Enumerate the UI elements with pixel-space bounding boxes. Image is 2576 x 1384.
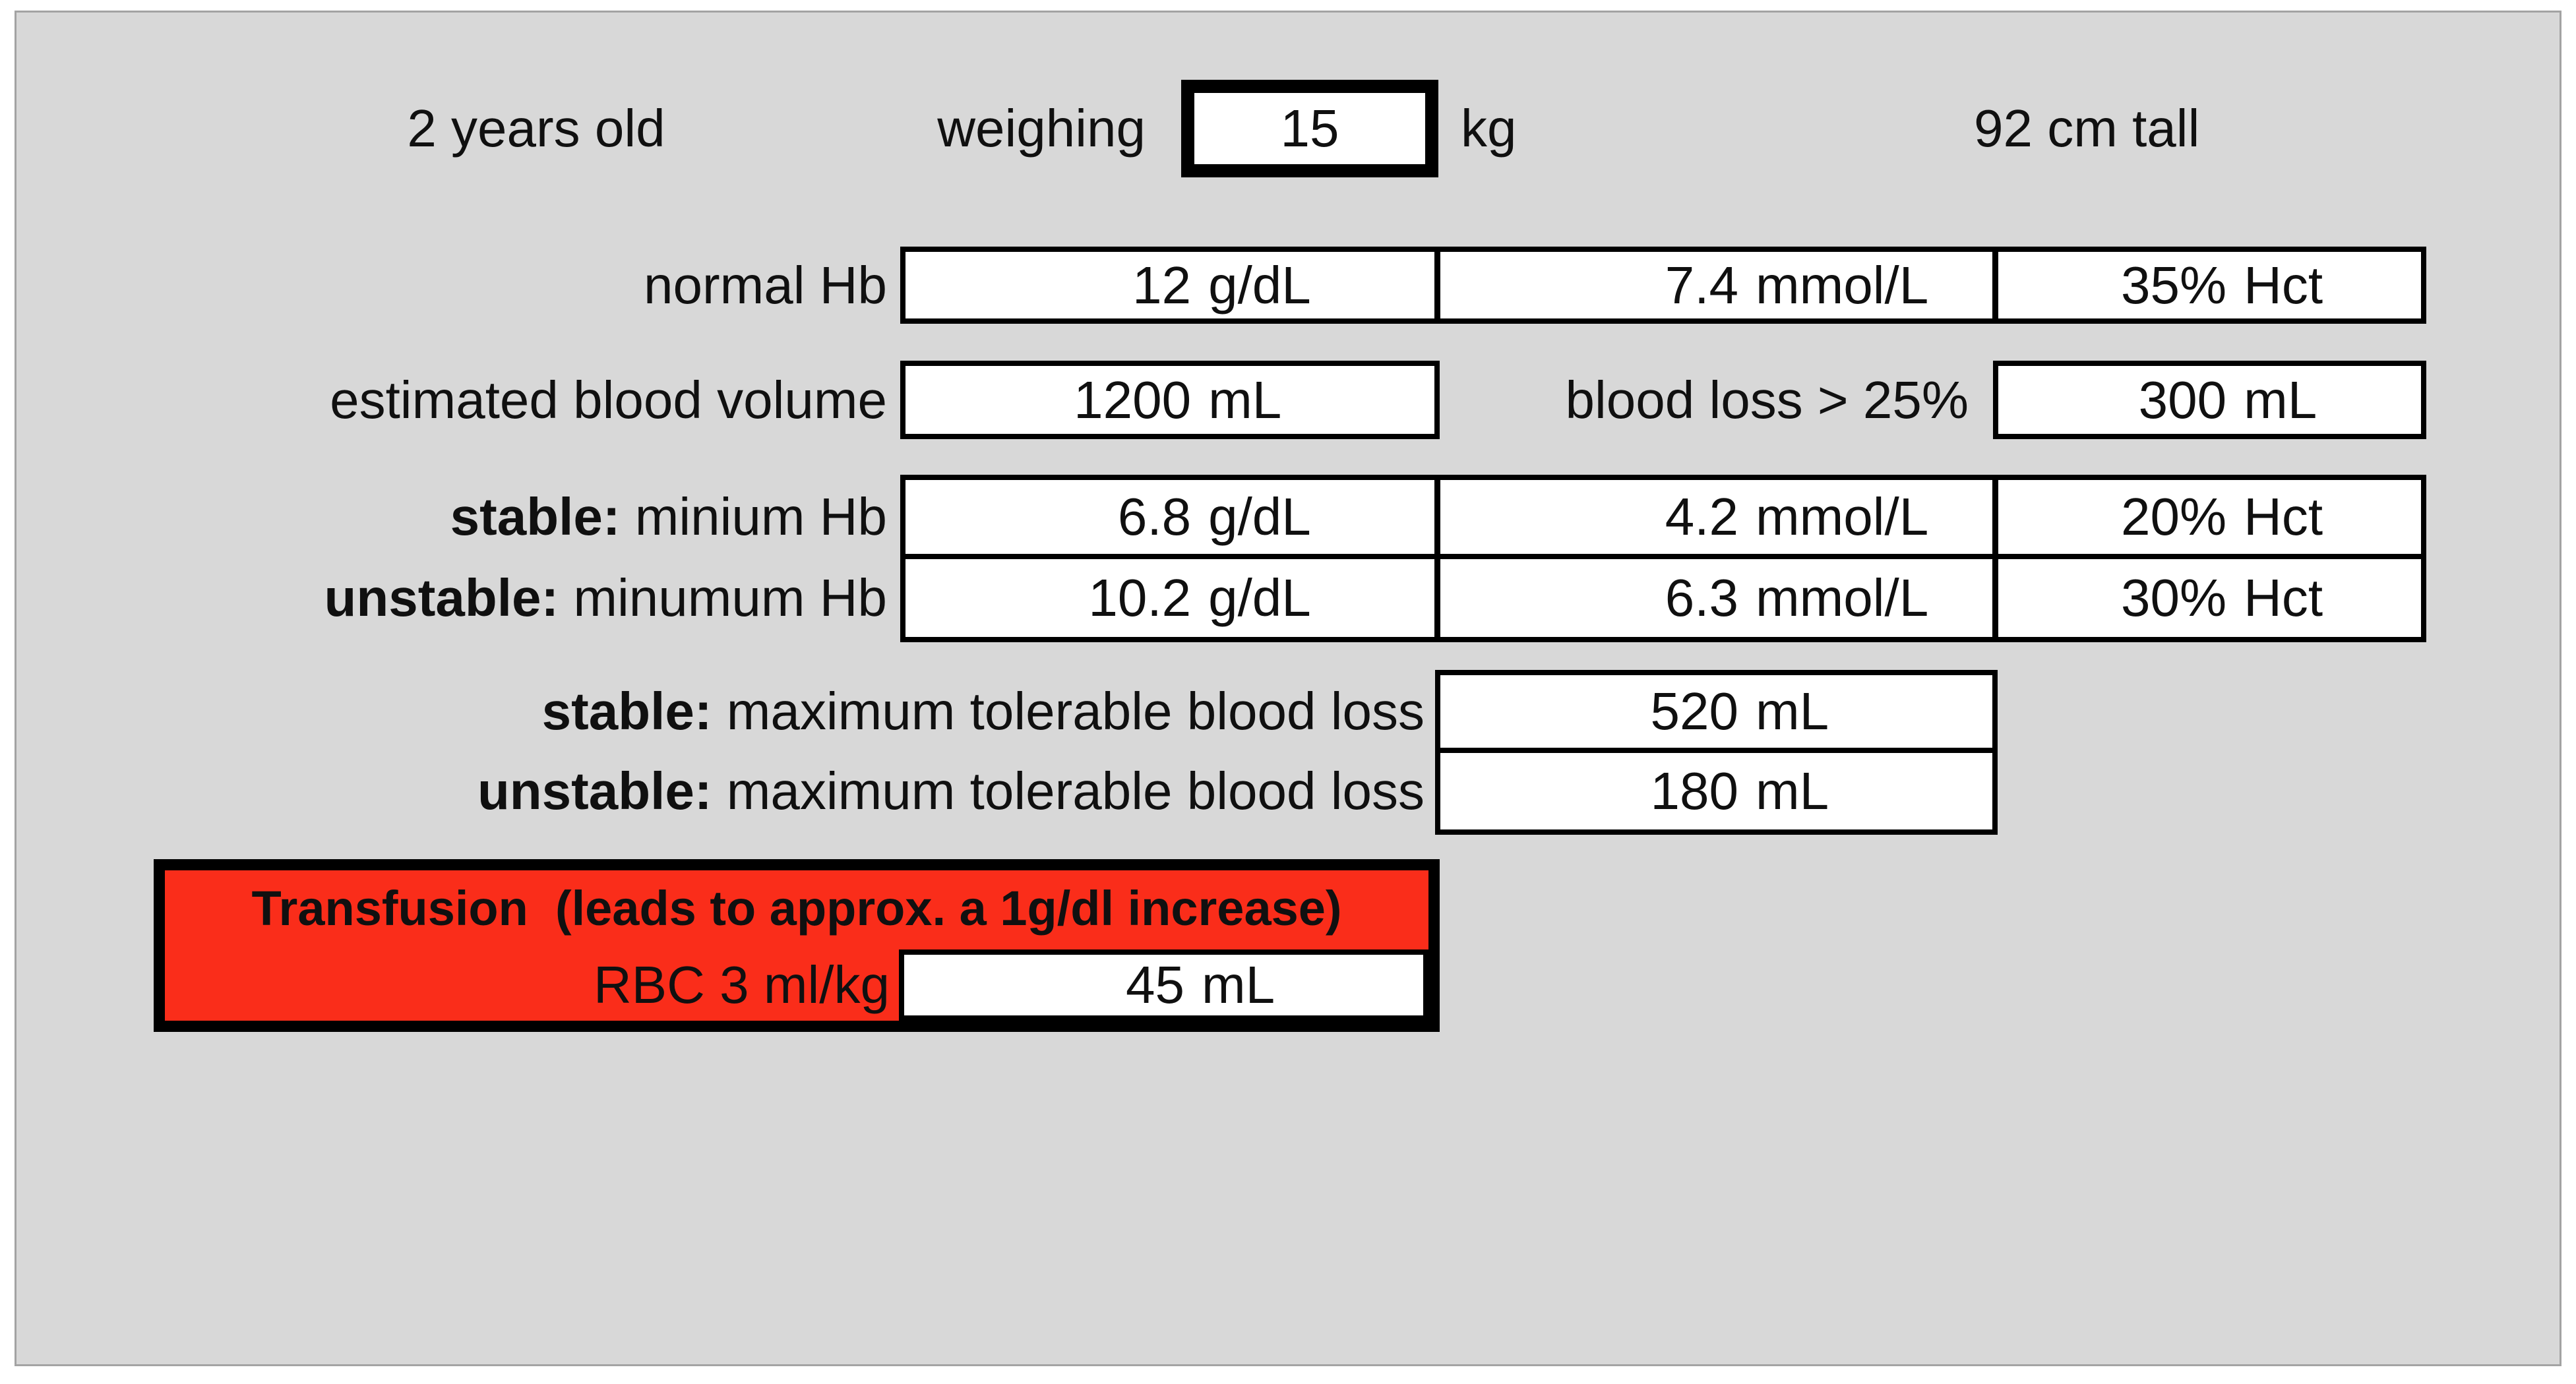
- weighing-label: weighing: [937, 99, 1146, 158]
- blood-volume-label: estimated blood volume: [330, 370, 887, 429]
- unit-text: mL: [1755, 682, 1829, 740]
- blood-loss-cell: 300 mL: [1993, 361, 2426, 439]
- value-text: 10.2: [1088, 568, 1192, 627]
- unit-text: g/dL: [1208, 255, 1311, 315]
- height-label: 92 cm tall: [1974, 99, 2200, 158]
- value-text: 180: [1650, 762, 1738, 820]
- transfusion-panel: [154, 859, 1440, 1032]
- stable-mtbl-cell: 520 mL: [1435, 670, 1998, 753]
- value-text: 300: [2138, 370, 2227, 429]
- value-text: 20%: [2121, 487, 2227, 546]
- unit-text: mmol/L: [1755, 255, 1929, 315]
- value-text: 1200: [1074, 370, 1192, 429]
- unit-text: mL: [1755, 762, 1829, 820]
- value-text: 520: [1650, 682, 1738, 740]
- weight-input-cell[interactable]: 15: [1181, 80, 1438, 177]
- unit-text: mmol/L: [1755, 568, 1929, 627]
- stable-min-hb-hct-cell: 20% Hct: [1993, 475, 2426, 559]
- unit-text: Hct: [2244, 568, 2323, 627]
- unstable-mtbl-cell: 180 mL: [1435, 748, 1998, 835]
- label-bold-text: stable:: [450, 487, 621, 546]
- label-bold-text: stable:: [541, 682, 712, 740]
- value-text: 6.3: [1665, 568, 1738, 627]
- unit-text: Hct: [2244, 255, 2323, 315]
- label-rest-text: maximum tolerable blood loss: [712, 762, 1425, 820]
- value-text: 4.2: [1665, 487, 1738, 546]
- unit-text: mL: [1208, 370, 1282, 429]
- unstable-min-hb-mmol-cell: 6.3 mmol/L: [1435, 554, 1998, 642]
- unit-text: mmol/L: [1755, 487, 1929, 546]
- label-rest-text: minium Hb: [620, 487, 887, 546]
- unstable-min-hb-hct-cell: 30% Hct: [1993, 554, 2426, 642]
- unstable-min-hb-gdl-cell: 10.2 g/dL: [900, 554, 1440, 642]
- blood-volume-cell: 1200 mL: [900, 361, 1440, 439]
- age-label: 2 years old: [407, 99, 665, 158]
- normal-hb-mmol-cell: 7.4 mmol/L: [1435, 247, 1998, 324]
- value-text: 12: [1132, 255, 1192, 315]
- unit-text: mL: [2244, 370, 2317, 429]
- normal-hb-hct-cell: 35% Hct: [1993, 247, 2426, 324]
- rbc-dose-label: RBC 3 ml/kg: [594, 955, 890, 1014]
- value-text: 7.4: [1665, 255, 1738, 315]
- stable-mtbl-label: stable: maximum tolerable blood loss: [542, 670, 1425, 753]
- unit-text: mL: [1201, 955, 1275, 1014]
- unstable-min-hb-label: unstable: minumum Hb: [324, 554, 887, 642]
- label-rest-text: maximum tolerable blood loss: [712, 682, 1425, 740]
- value-text: 35%: [2121, 255, 2227, 315]
- calculator-panel: 2 years old weighing 15 kg 92 cm tall no…: [15, 11, 2561, 1366]
- kg-unit-label: kg: [1461, 99, 1517, 158]
- value-text: 30%: [2121, 568, 2227, 627]
- rbc-volume-cell: 45 mL: [899, 949, 1428, 1021]
- label-bold-text: unstable:: [324, 568, 559, 627]
- stable-min-hb-gdl-cell: 6.8 g/dL: [900, 475, 1440, 559]
- blood-loss-label: blood loss > 25%: [1565, 370, 1969, 429]
- unit-text: Hct: [2244, 487, 2323, 546]
- stable-min-hb-mmol-cell: 4.2 mmol/L: [1435, 475, 1998, 559]
- unit-text: g/dL: [1208, 487, 1311, 546]
- value-text: 6.8: [1117, 487, 1192, 546]
- transfusion-title: Transfusion (leads to approx. a 1g/dl in…: [251, 881, 1342, 936]
- unstable-mtbl-label: unstable: maximum tolerable blood loss: [477, 748, 1425, 835]
- stable-min-hb-label: stable: minium Hb: [450, 475, 887, 559]
- unit-text: g/dL: [1208, 568, 1311, 627]
- label-bold-text: unstable:: [477, 762, 712, 820]
- normal-hb-label: normal Hb: [643, 255, 887, 315]
- value-text: 45: [1125, 955, 1184, 1014]
- weight-value: 15: [1280, 99, 1339, 158]
- label-rest-text: minumum Hb: [559, 568, 887, 627]
- normal-hb-gdl-cell: 12 g/dL: [900, 247, 1440, 324]
